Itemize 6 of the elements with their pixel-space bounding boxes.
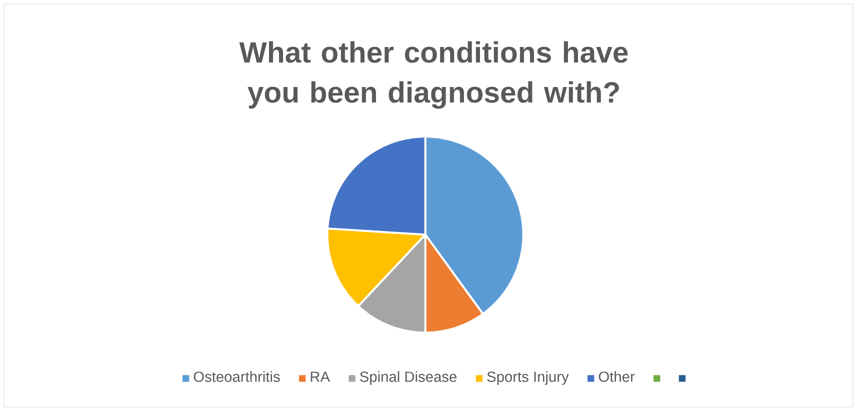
- legend-label: Sports Injury: [487, 371, 569, 385]
- chart-title: What other conditions have you been diagnosed with?: [239, 41, 628, 109]
- legend-label: Osteoarthritis: [194, 371, 280, 382]
- legend-label: RA: [310, 372, 330, 382]
- legend-label: Other: [598, 371, 635, 382]
- legend-label: Spinal Disease: [360, 371, 457, 385]
